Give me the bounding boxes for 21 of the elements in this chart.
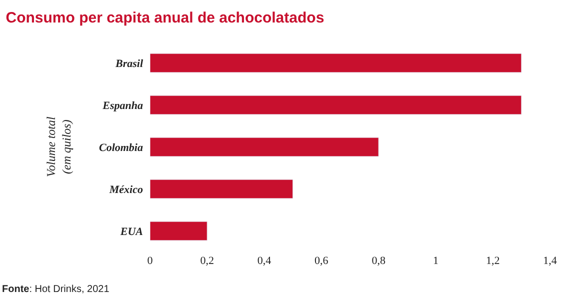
y-tick-label: Brasil [114, 58, 144, 70]
y-tick-label: México [108, 184, 144, 196]
source-note: Fonte: Hot Drinks, 2021 [2, 284, 110, 295]
x-tick-label: 0 [147, 255, 154, 267]
x-tick-label: 1,2 [486, 255, 500, 267]
bar [150, 179, 294, 199]
x-tick-label: 1,4 [543, 255, 558, 267]
chart-title: Consumo per capita anual de achocolatados [6, 9, 324, 26]
x-tick-label: 0,4 [257, 255, 272, 267]
x-tick-label: 0,8 [372, 255, 386, 267]
y-tick-label: Colombia [98, 142, 144, 154]
bar [150, 137, 379, 157]
y-tick-label: Espanha [102, 100, 144, 112]
y-tick-label: EUA [119, 226, 143, 238]
x-tick-label: 1 [432, 255, 438, 267]
bar [150, 95, 522, 115]
y-axis-title: Volume total (em quilos) [44, 116, 74, 177]
bar [150, 221, 208, 241]
x-tick-label: 0,2 [200, 255, 214, 267]
x-tick-label: 0,6 [314, 255, 329, 267]
bar [150, 53, 522, 73]
